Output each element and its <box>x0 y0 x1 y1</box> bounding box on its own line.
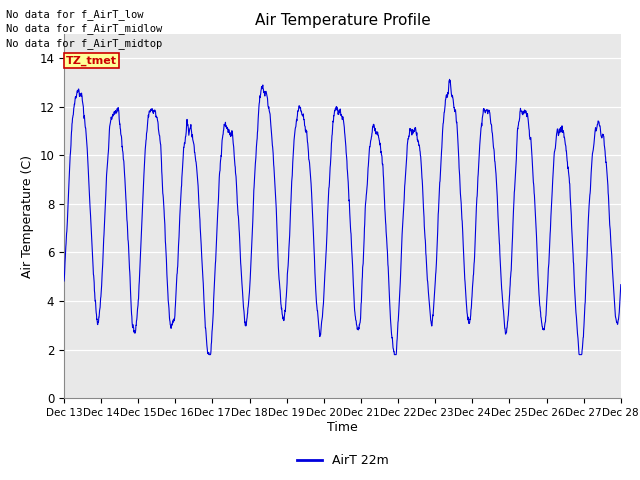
Text: No data for f_AirT_midlow: No data for f_AirT_midlow <box>6 23 163 34</box>
Legend: AirT 22m: AirT 22m <box>292 449 393 472</box>
Text: No data for f_AirT_midtop: No data for f_AirT_midtop <box>6 37 163 48</box>
Title: Air Temperature Profile: Air Temperature Profile <box>255 13 430 28</box>
Y-axis label: Air Temperature (C): Air Temperature (C) <box>20 155 34 277</box>
Text: No data for f_AirT_low: No data for f_AirT_low <box>6 9 144 20</box>
X-axis label: Time: Time <box>327 421 358 434</box>
Text: TZ_tmet: TZ_tmet <box>66 56 117 66</box>
